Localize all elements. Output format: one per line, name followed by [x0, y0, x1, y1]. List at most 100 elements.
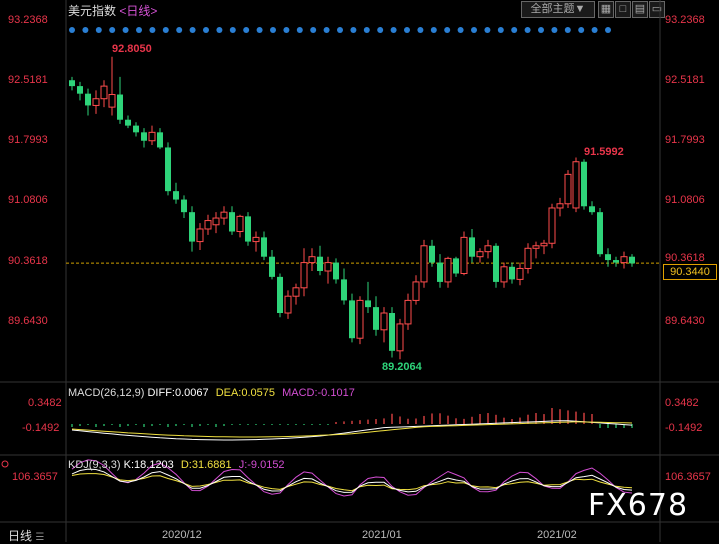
kdj-legend: KDJ(9,3,3) K:18.1203 D:31.6881 J:-9.0152	[68, 459, 285, 471]
macd-bar	[175, 424, 177, 426]
candle-body	[173, 191, 179, 200]
macd-bar	[303, 424, 305, 425]
macd-upper-left: 0.3482	[28, 397, 62, 409]
candle-body	[333, 262, 339, 280]
signal-dot	[270, 27, 276, 33]
expand-icon[interactable]: □	[615, 1, 631, 18]
macd-bar	[535, 413, 537, 424]
macd-bar	[583, 412, 585, 424]
grid-toggle-icon[interactable]: ▦	[598, 1, 614, 18]
candle-body	[196, 228, 204, 243]
macd-bar	[151, 424, 153, 426]
signal-dot	[511, 27, 518, 33]
signal-dot	[189, 27, 196, 33]
macd-bar	[591, 414, 593, 424]
candle-body	[125, 119, 131, 126]
candle-body	[148, 131, 156, 142]
macd-bar	[487, 413, 489, 424]
candle-body	[460, 236, 468, 275]
candle-body	[252, 236, 260, 243]
macd-bar	[519, 417, 521, 424]
macd-bar	[567, 410, 569, 424]
macd-bar	[543, 414, 545, 424]
macd-bar	[511, 418, 513, 424]
candle-body	[229, 212, 235, 232]
macd-bar	[615, 424, 617, 428]
signal-dot	[82, 27, 89, 33]
macd-bar	[623, 424, 625, 428]
settings-icon[interactable]: ▤	[632, 1, 648, 18]
kdj-upper-left: 106.3657	[12, 471, 58, 483]
signal-dot	[404, 27, 410, 33]
footer-period[interactable]: 日线 ☰	[8, 527, 44, 544]
candle-body	[277, 276, 283, 314]
candle-body	[548, 207, 556, 244]
signal-dot	[591, 27, 598, 33]
candle-body	[396, 323, 404, 352]
candle-body	[373, 307, 379, 330]
y-tick-left-2: 91.7993	[8, 134, 48, 146]
x-tick-2: 2021/02	[537, 529, 577, 541]
signal-dot	[323, 27, 330, 33]
macd-bar	[463, 418, 465, 424]
signal-dot	[444, 27, 451, 33]
macd-bar	[399, 416, 401, 424]
y-tick-right-4: 90.3618	[665, 252, 705, 264]
candle-body	[564, 173, 572, 205]
macd-bar	[599, 424, 601, 428]
candle-body	[365, 300, 371, 308]
macd-bar	[407, 418, 409, 424]
macd-bar	[119, 424, 121, 427]
candle-body	[453, 258, 459, 274]
y-tick-right-1: 92.5181	[665, 74, 705, 86]
macd-bar	[287, 424, 289, 425]
signal-dot	[296, 27, 303, 33]
candle-body	[261, 237, 267, 257]
signal-dot	[95, 27, 102, 33]
timeframe-label[interactable]: <日线>	[119, 4, 158, 18]
signal-dot	[363, 27, 370, 33]
candle-body	[292, 287, 300, 297]
watermark-logo: FX678	[588, 488, 689, 523]
candle-body	[133, 125, 139, 133]
macd-bar	[327, 424, 329, 425]
macd-bar	[215, 424, 217, 427]
signal-dot	[149, 27, 156, 33]
macd-bar	[351, 420, 353, 424]
macd-title: MACD(26,12,9)	[68, 387, 145, 399]
candle-body	[284, 295, 292, 314]
candle-body	[117, 94, 123, 120]
kdj-marker-icon	[1, 460, 9, 468]
candle-body	[100, 85, 108, 100]
macd-bar	[87, 424, 89, 425]
y-tick-left-5: 89.6430	[8, 315, 48, 327]
macd-bar	[231, 424, 233, 425]
signal-dot	[256, 27, 263, 33]
macd-bar	[527, 414, 529, 424]
signal-dot	[109, 27, 116, 33]
macd-bar	[455, 418, 457, 424]
theme-dropdown[interactable]: 全部主题▼	[521, 1, 595, 18]
chart-header: 美元指数 <日线>	[68, 2, 157, 19]
signal-dot	[203, 27, 209, 33]
candle-body	[540, 242, 548, 247]
macd-bar	[631, 424, 633, 428]
peak-annotation: 91.5992	[584, 146, 624, 158]
macd-dea: DEA:0.0575	[215, 387, 276, 399]
close-icon[interactable]: ▭	[649, 1, 665, 18]
candle-body	[484, 245, 492, 253]
signal-dot	[538, 27, 544, 33]
macd-bar	[439, 413, 441, 424]
macd-bar	[391, 413, 393, 424]
candle-body	[181, 199, 187, 213]
candle-body	[589, 206, 595, 213]
signal-dot	[484, 27, 491, 33]
macd-bar	[255, 424, 257, 425]
chevron-down-icon: ▼	[574, 3, 586, 15]
macd-bar	[263, 424, 265, 425]
macd-bar	[71, 424, 73, 427]
candle-body	[429, 245, 435, 263]
macd-bar	[143, 424, 145, 427]
candle-body	[500, 266, 508, 283]
